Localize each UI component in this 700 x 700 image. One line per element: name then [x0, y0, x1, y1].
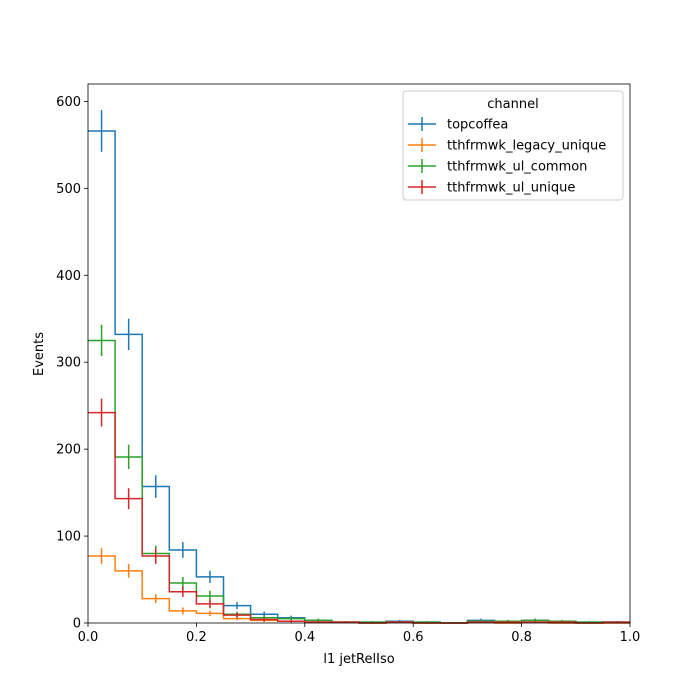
legend-box	[402, 90, 624, 201]
legend-label: topcoffea	[447, 118, 508, 133]
y-tick-label: 400	[56, 269, 81, 284]
y-tick-label: 100	[56, 530, 81, 545]
y-tick-label: 600	[56, 95, 81, 110]
x-axis: 0.0 0.2 0.4 0.6 0.8 1.0	[78, 623, 641, 645]
plot-frame	[87, 83, 631, 624]
legend-label: tthfrmwk_ul_unique	[447, 181, 575, 196]
legend-item: topcoffea	[408, 117, 508, 133]
x-tick-label: 0.6	[403, 630, 424, 645]
x-tick-label: 0.8	[511, 630, 532, 645]
legend: channel topcoffeatthfrmwk_legacy_uniquet…	[402, 90, 624, 201]
legend-item: tthfrmwk_legacy_unique	[408, 138, 606, 154]
legend-items: topcoffea tthfrmwk_legacy_unique tthfrmwk_…	[408, 117, 606, 196]
x-tick-label: 0.2	[186, 630, 207, 645]
y-tick-label: 0	[73, 617, 81, 632]
legend-label: tthfrmwk_legacy_unique	[447, 139, 606, 154]
y-tick-label: 300	[56, 356, 81, 371]
legend-label: tthfrmwk_ul_common	[447, 160, 587, 175]
x-tick-label: 0.4	[294, 630, 315, 645]
series-tthfrmwk_ul_unique	[88, 398, 630, 624]
y-axis: 0 100 200 300 400 500 600	[56, 95, 88, 632]
legend-item: tthfrmwk_ul_common	[408, 159, 587, 175]
y-tick-label: 200	[56, 443, 81, 458]
y-tick-label: 500	[56, 182, 81, 197]
legend-title: channel	[487, 97, 538, 112]
series-step-line	[88, 411, 630, 624]
x-tick-label: 0.0	[78, 630, 99, 645]
legend-item: tthfrmwk_ul_unique	[408, 180, 575, 196]
x-axis-label: l1 jetRelIso	[323, 652, 394, 667]
x-tick-label: 1.0	[620, 630, 641, 645]
y-axis-label: Events	[32, 332, 47, 376]
